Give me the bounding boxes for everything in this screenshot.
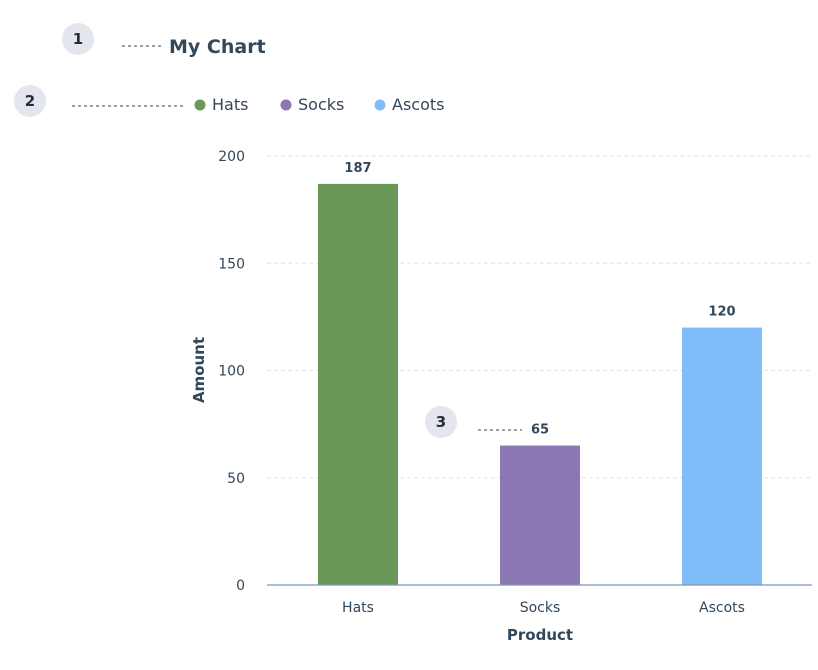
y-tick-label: 50 [227,471,245,487]
x-tick-label-hats: Hats [342,600,374,616]
chart-title: My Chart [169,36,266,58]
bars [318,183,762,585]
bar-hats[interactable] [318,183,398,585]
data-label-ascots: 120 [708,305,735,320]
y-tick-label: 0 [236,578,245,594]
legend-item-socks[interactable]: Socks [280,95,345,114]
legend-marker-socks [280,99,292,111]
legend-label-ascots: Ascots [392,95,444,114]
y-tick-label: 150 [218,256,245,272]
data-labels: 187 65 120 [344,161,735,438]
x-axis-title: Product [507,626,573,644]
legend-item-ascots[interactable]: Ascots [374,95,445,114]
x-tick-label-ascots: Ascots [699,600,745,616]
callout-1-badge [62,23,94,55]
y-tick-label: 100 [218,364,245,380]
callout-1-number: 1 [73,30,83,48]
y-tick-label: 200 [218,149,245,165]
x-tick-label-socks: Socks [520,600,561,616]
data-label-socks: 65 [531,423,549,438]
data-label-hats: 187 [344,161,371,176]
legend-marker-hats [194,99,206,111]
legend-label-socks: Socks [298,95,344,114]
legend-label-hats: Hats [212,95,248,114]
callout-2-number: 2 [25,92,35,110]
callout-3-badge [425,406,457,438]
legend: Hats Socks Ascots [194,95,445,114]
callout-3-number: 3 [436,413,446,431]
y-axis-title: Amount [190,337,208,403]
bar-socks[interactable] [500,445,580,585]
legend-item-hats[interactable]: Hats [194,95,249,114]
legend-marker-ascots [374,99,386,111]
x-axis-ticks: Hats Socks Ascots [342,600,745,616]
callout-2-badge [14,85,46,117]
y-axis-ticks: 0 50 100 150 200 [218,149,245,594]
bar-ascots[interactable] [682,327,762,585]
